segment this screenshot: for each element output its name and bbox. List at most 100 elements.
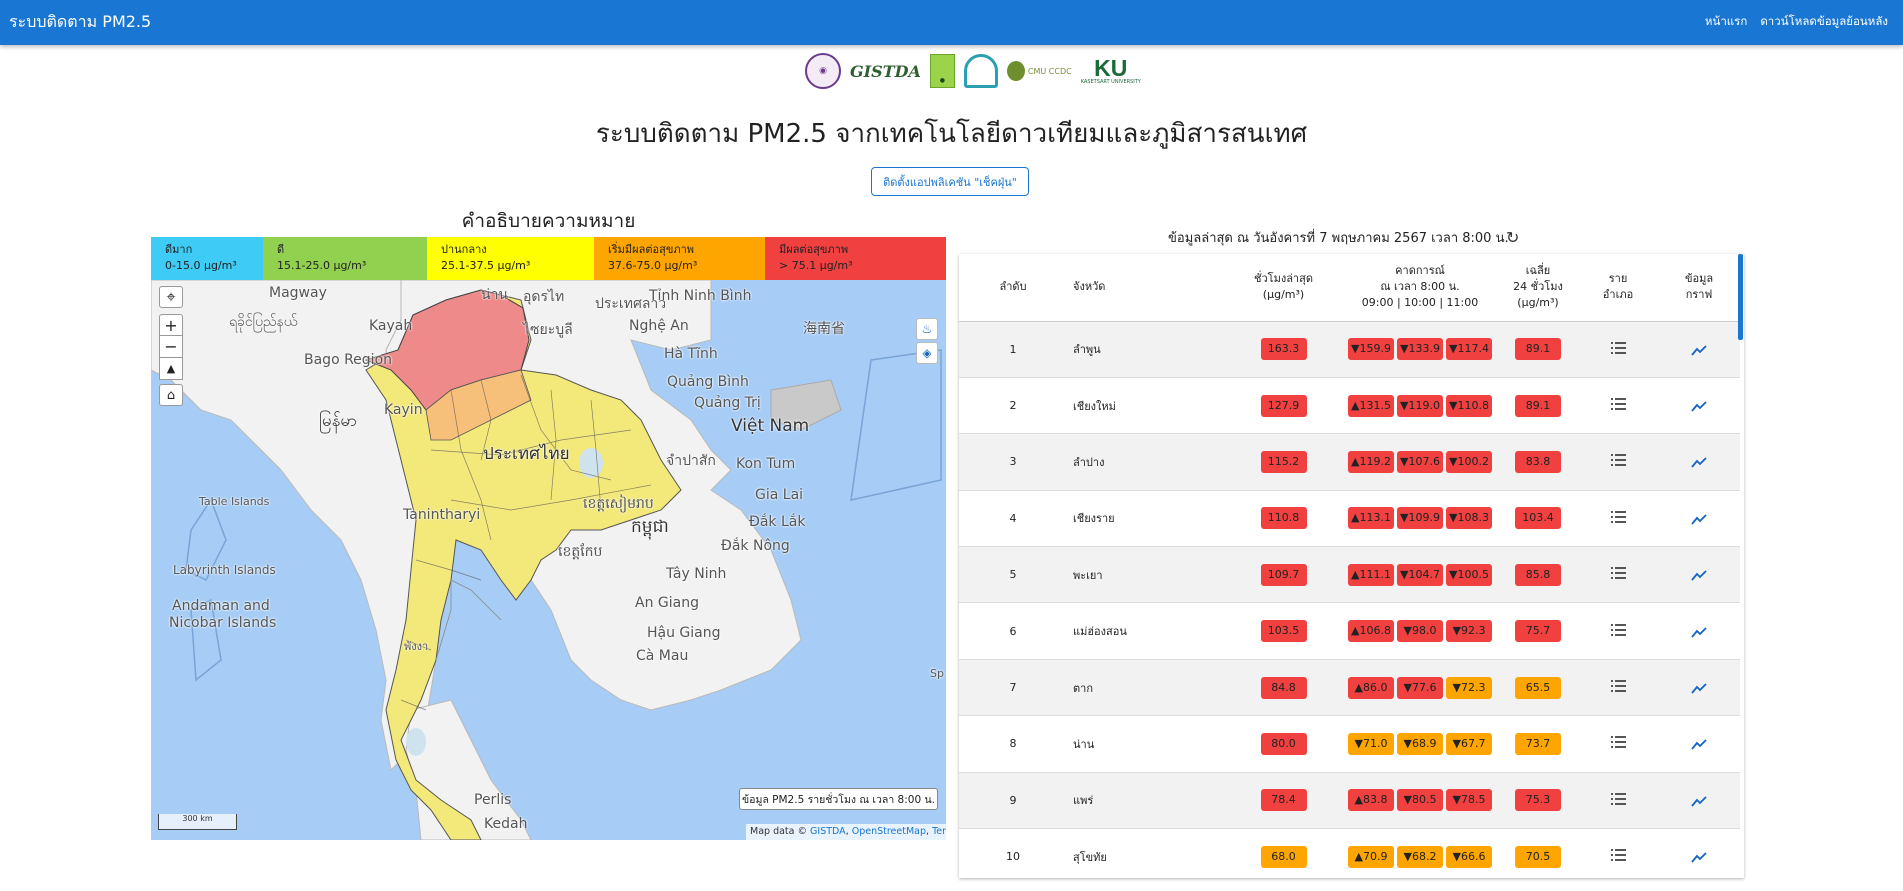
nav-home-link[interactable]: หน้าแรก xyxy=(1704,14,1748,28)
attrib-osm-link[interactable]: OpenStreetMap xyxy=(851,826,927,837)
list-icon[interactable] xyxy=(1610,454,1626,467)
table-row[interactable]: 8 น่าน 80.0 ▼71.0 ▼68.9 ▼67.7 73.7 xyxy=(959,715,1740,773)
layers-icon[interactable]: ◈ xyxy=(916,342,938,364)
trend-chart-icon[interactable] xyxy=(1691,850,1707,863)
map-label-kayin: Kayin xyxy=(384,402,423,418)
trend-chart-icon[interactable] xyxy=(1691,794,1707,807)
graph-cell xyxy=(1658,828,1740,878)
legend-good: ดี 15.1-25.0 µg/m³ xyxy=(263,237,427,280)
trend-chart-icon[interactable] xyxy=(1691,737,1707,750)
province-ranking-table: ลำดับ จังหวัด ชั่วโมงล่าสุด (µg/m³) คาดกา… xyxy=(959,254,1744,878)
graph-cell xyxy=(1658,659,1740,717)
trend-chart-icon[interactable] xyxy=(1691,681,1707,694)
latest-cell: 110.8 xyxy=(1225,490,1342,548)
forecast-cell: ▼159.9 ▼133.9 ▼117.4 xyxy=(1342,321,1498,378)
map-label-hau-giang: Hậu Giang xyxy=(647,625,721,641)
attrib-terms-link[interactable]: Terms xyxy=(932,826,946,837)
table-row[interactable]: 4 เชียงราย 110.8 ▲113.1 ▼109.9 ▼108.3 103.4 xyxy=(959,490,1740,548)
rank-cell: 8 xyxy=(959,715,1067,773)
district-cell xyxy=(1578,546,1658,604)
list-icon[interactable] xyxy=(1610,510,1626,523)
map-label-cambodia: កម្ពុជា xyxy=(631,517,669,537)
table-row[interactable]: 9 แพร่ 78.4 ▲83.8 ▼80.5 ▼78.5 75.3 xyxy=(959,772,1740,830)
compass-icon[interactable]: ▲ xyxy=(159,358,183,380)
latest-badge: 109.7 xyxy=(1260,563,1307,586)
avg-cell: 75.3 xyxy=(1498,772,1578,830)
map-label-champasak: จำปาสัก xyxy=(666,453,716,469)
district-cell xyxy=(1578,377,1658,435)
latest-badge: 115.2 xyxy=(1260,450,1307,473)
province-cell: พะเยา xyxy=(1067,546,1225,604)
forecast-0900-badge: ▲83.8 xyxy=(1348,789,1394,812)
refresh-icon[interactable]: ↻ xyxy=(1506,228,1520,247)
forecast-1100-badge: ▼100.2 xyxy=(1446,450,1492,473)
forecast-cell: ▼71.0 ▼68.9 ▼67.7 xyxy=(1342,715,1498,773)
table-header-row: ลำดับ จังหวัด ชั่วโมงล่าสุด (µg/m³) คาดกา… xyxy=(959,254,1740,322)
nav-download-link[interactable]: ดาวน์โหลดข้อมูลย้อนหลัง xyxy=(1760,14,1888,28)
avg-cell: 89.1 xyxy=(1498,321,1578,378)
forecast-0900-badge: ▼159.9 xyxy=(1348,338,1394,361)
avg-badge: 75.7 xyxy=(1515,620,1561,643)
map-label-sp: Sp xyxy=(930,667,944,680)
table-row[interactable]: 2 เชียงใหม่ 127.9 ▲131.5 ▼119.0 ▼110.8 89.1 xyxy=(959,377,1740,435)
map-info-box: ข้อมูล PM2.5 รายชั่วโมง ณ เวลา 8:00 น. xyxy=(739,788,938,810)
header-avg24[interactable]: เฉลี่ย 24 ชั่วโมง (µg/m³) xyxy=(1498,254,1578,322)
table-row[interactable]: 6 แม่ฮ่องสอน 103.5 ▲106.8 ▼98.0 ▼92.3 75.7 xyxy=(959,602,1740,660)
attrib-gistda-link[interactable]: GISTDA xyxy=(810,826,846,837)
forecast-0900-badge: ▲86.0 xyxy=(1348,676,1394,699)
list-icon[interactable] xyxy=(1610,398,1626,411)
map-label-nicobar: Nicobar Islands xyxy=(169,615,277,631)
province-cell: สุโขทัย xyxy=(1067,828,1225,878)
home-icon[interactable]: ⌂ xyxy=(159,384,183,406)
table-row[interactable]: 3 ลำปาง 115.2 ▲119.2 ▼107.6 ▼100.2 83.8 xyxy=(959,433,1740,491)
forecast-0900-badge: ▲113.1 xyxy=(1348,507,1394,530)
locate-me-icon[interactable]: ⌖ xyxy=(159,286,183,308)
pm25-map[interactable]: Magway ရခိုင်ပြည်နယ် Kayah Bago Region မ… xyxy=(151,280,946,840)
list-icon[interactable] xyxy=(1610,567,1626,580)
graph-cell xyxy=(1658,602,1740,660)
trend-chart-icon[interactable] xyxy=(1691,343,1707,356)
map-basemap xyxy=(151,280,942,840)
rank-cell: 6 xyxy=(959,602,1067,660)
trend-chart-icon[interactable] xyxy=(1691,568,1707,581)
forecast-cell: ▲119.2 ▼107.6 ▼100.2 xyxy=(1342,433,1498,491)
zoom-out-button[interactable]: − xyxy=(159,336,183,358)
list-icon[interactable] xyxy=(1610,341,1626,354)
avg-cell: 70.5 xyxy=(1498,828,1578,878)
table-row[interactable]: 5 พะเยา 109.7 ▲111.1 ▼104.7 ▼100.5 85.8 xyxy=(959,546,1740,604)
table-row[interactable]: 1 ลำพูน 163.3 ▼159.9 ▼133.9 ▼117.4 89.1 xyxy=(959,321,1740,378)
list-icon[interactable] xyxy=(1610,736,1626,749)
avg-badge: 70.5 xyxy=(1515,845,1561,868)
forecast-1000-badge: ▼119.0 xyxy=(1397,394,1443,417)
list-icon[interactable] xyxy=(1610,792,1626,805)
partner-logos: ◉ GISTDA ● CMU CCDC KU KASETSART UNIVERS… xyxy=(805,51,1141,91)
trend-chart-icon[interactable] xyxy=(1691,399,1707,412)
brand-title[interactable]: ระบบติดตาม PM2.5 xyxy=(9,12,152,31)
table-row[interactable]: 7 ตาก 84.8 ▲86.0 ▼77.6 ▼72.3 65.5 xyxy=(959,659,1740,717)
trend-chart-icon[interactable] xyxy=(1691,512,1707,525)
header-province[interactable]: จังหวัด xyxy=(1067,254,1225,322)
forecast-0900-badge: ▲119.2 xyxy=(1348,450,1394,473)
rank-cell: 5 xyxy=(959,546,1067,604)
list-icon[interactable] xyxy=(1610,623,1626,636)
map-label-bago: Bago Region xyxy=(304,352,393,368)
header-rank[interactable]: ลำดับ xyxy=(959,254,1067,322)
map-label-kayah: Kayah xyxy=(369,318,413,334)
cmu-ccdc-logo: CMU CCDC xyxy=(1006,61,1072,81)
list-icon[interactable] xyxy=(1610,680,1626,693)
hotspot-layer-icon[interactable]: ♨ xyxy=(916,318,938,340)
table-row[interactable]: 10 สุโขทัย 68.0 ▲70.9 ▼68.2 ▼66.6 70.5 xyxy=(959,828,1740,878)
map-label-ninh-binh: Tỉnh Ninh Bình xyxy=(649,288,752,304)
table-scrollbar[interactable] xyxy=(1738,254,1743,340)
trend-chart-icon[interactable] xyxy=(1691,625,1707,638)
forecast-1000-badge: ▼98.0 xyxy=(1397,620,1443,643)
district-cell xyxy=(1578,659,1658,717)
list-icon[interactable] xyxy=(1610,849,1626,862)
zoom-in-button[interactable]: + xyxy=(159,314,183,336)
province-cell: แพร่ xyxy=(1067,772,1225,830)
install-app-button[interactable]: ติดตั้งแอปพลิเคชัน "เช็คฝุ่น" xyxy=(871,167,1029,196)
map-label-quang-tri: Quảng Trị xyxy=(694,395,761,411)
trend-chart-icon[interactable] xyxy=(1691,455,1707,469)
map-label-perlis: Perlis xyxy=(474,792,512,808)
header-hourly[interactable]: ชั่วโมงล่าสุด (µg/m³) xyxy=(1225,254,1342,322)
